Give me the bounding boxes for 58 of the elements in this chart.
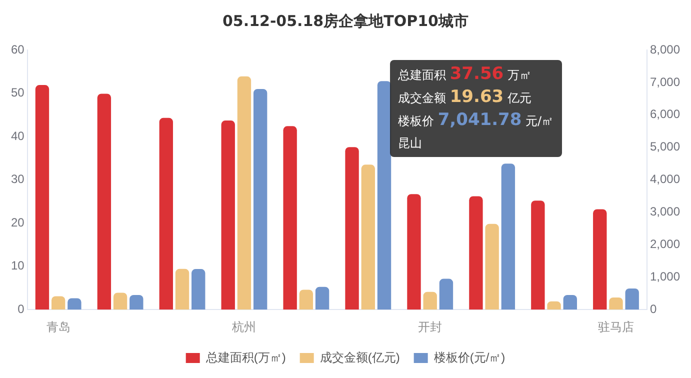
bar: [113, 292, 128, 310]
bar: [35, 85, 50, 310]
bar: [531, 200, 545, 310]
y2-tick-label: 1,000: [650, 269, 680, 284]
bar: [192, 269, 206, 310]
annotation: 楼板价 7,041.78 元/㎡: [398, 109, 554, 132]
y2-tick-label: 6,000: [650, 107, 680, 122]
bar: [563, 295, 577, 310]
x-tick-label: 青岛: [46, 320, 70, 334]
y2-tick-label: 0: [650, 302, 657, 316]
annotation: 总建面积 37.56 万㎡: [398, 63, 532, 86]
bar: [315, 286, 330, 310]
bar: [593, 209, 607, 310]
y2-tick-label: 7,000: [650, 74, 680, 89]
y-tick-label: 10: [10, 258, 25, 273]
chart-title: 05.12-05.18房企拿地TOP10城市: [222, 12, 470, 31]
x-tick-label: 杭州: [231, 320, 256, 334]
bar: [407, 194, 421, 310]
bar: [501, 164, 516, 310]
bar: [51, 296, 66, 310]
legend-label: 楼板价(元/㎡): [434, 350, 506, 364]
bar: [68, 298, 82, 310]
bar: [159, 118, 173, 310]
legend-label: 成交金额(亿元): [320, 350, 400, 364]
bar: [253, 88, 268, 310]
bar: [299, 290, 314, 310]
bar: [130, 295, 144, 310]
bar: [547, 301, 561, 310]
annotation: 昆山: [398, 135, 423, 152]
bar: [221, 120, 235, 310]
y2-tick-label: 2,000: [650, 237, 680, 252]
y-tick-label: 60: [10, 42, 25, 56]
y-tick-label: 30: [10, 172, 25, 186]
legend-label: 总建面积(万㎡): [204, 350, 286, 364]
bar: [439, 278, 454, 310]
y-tick-label: 20: [10, 215, 25, 230]
y2-tick-label: 5,000: [650, 140, 680, 154]
annotation: 成交金额 19.63 亿元: [398, 86, 532, 109]
x-tick-label: 开封: [418, 320, 442, 334]
y2-tick-label: 3,000: [650, 204, 680, 219]
bar: [625, 288, 639, 310]
bar: [283, 126, 297, 310]
bar: [237, 76, 252, 310]
bar: [469, 196, 483, 310]
bar: [485, 224, 499, 310]
y2-tick-label: 8,000: [650, 42, 680, 56]
bar: [97, 94, 112, 310]
y-tick-label: 40: [10, 128, 25, 143]
bar: [345, 147, 359, 310]
bar: [423, 292, 437, 310]
y2-tick-label: 4,000: [650, 172, 680, 186]
bar: [609, 297, 623, 310]
bar: [175, 268, 190, 310]
x-tick-label: 驻马店: [598, 320, 634, 334]
bar: [361, 164, 375, 310]
y-tick-label: 0: [18, 302, 25, 316]
bar: [377, 81, 392, 310]
y-tick-label: 50: [10, 86, 25, 100]
